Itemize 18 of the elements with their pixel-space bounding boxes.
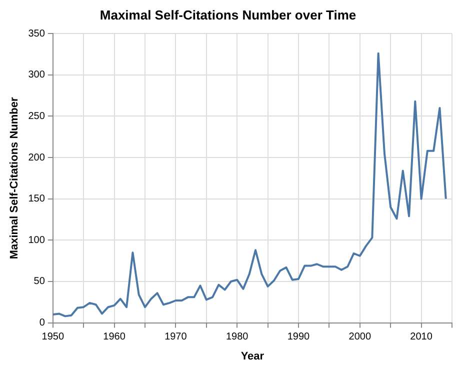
chart-title: Maximal Self-Citations Number over Time: [100, 7, 356, 22]
x-tick-label: 1990: [287, 332, 310, 343]
x-tick-label: 2010: [410, 332, 433, 343]
y-tick-label: 350: [28, 28, 46, 40]
y-tick-label: 0: [39, 318, 46, 329]
y-tick-label: 200: [28, 152, 46, 164]
x-tick-label: 1980: [226, 332, 249, 343]
y-tick-label: 300: [28, 70, 46, 81]
x-tick-label: 2000: [348, 332, 372, 343]
x-axis-title: Year: [240, 350, 265, 362]
x-tick-label: 1970: [164, 332, 188, 343]
y-tick-label: 100: [28, 234, 46, 246]
y-axis-title: Maximal Self-Citations Number: [8, 96, 21, 260]
y-tick-label: 150: [28, 194, 46, 205]
x-tick-label: 1950: [42, 332, 64, 343]
x-tick-label: 1960: [103, 332, 126, 343]
y-tick-label: 250: [28, 110, 46, 122]
y-tick-label: 50: [34, 276, 46, 288]
